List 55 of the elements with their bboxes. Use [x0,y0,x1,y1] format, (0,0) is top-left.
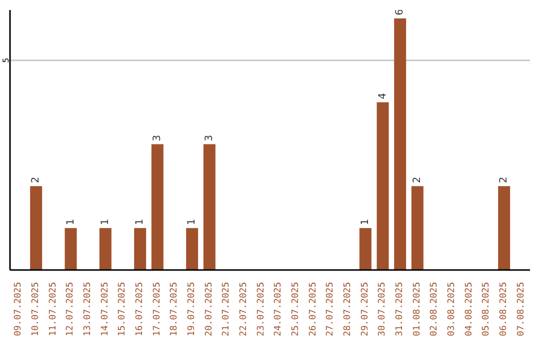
x-tick-label: 28.07.2025 [343,282,353,336]
x-tick-label: 10.07.2025 [31,282,41,336]
data-label: 1 [65,218,76,226]
x-tick-label: 23.07.2025 [256,282,266,336]
data-label: 4 [377,92,388,100]
data-label: 3 [204,134,215,142]
x-tick-label: 29.07.2025 [360,282,370,336]
x-tick-label: 30.07.2025 [378,282,388,336]
data-label: 1 [134,218,146,226]
data-label: 2 [30,176,42,184]
data-label: 2 [498,176,510,184]
x-tick-label: 07.08.2025 [516,282,526,336]
data-label: 3 [152,134,163,142]
bar [64,228,77,270]
x-tick-label: 13.07.2025 [83,282,93,336]
data-label: 1 [360,218,371,226]
x-tick-label: 18.07.2025 [170,282,180,336]
x-tick-label: 15.07.2025 [118,282,128,336]
x-tick-label: 06.08.2025 [499,282,509,336]
x-tick-label: 14.07.2025 [100,282,110,336]
x-tick-label: 20.07.2025 [204,282,214,336]
x-tick-label: 11.07.2025 [48,282,58,336]
x-tick-label: 09.07.2025 [14,282,24,336]
bar [359,228,372,270]
x-tick-label: 17.07.2025 [152,282,162,336]
bar [99,228,112,270]
bar [151,144,164,270]
data-label: 1 [100,218,111,226]
y-tick-label: 5 [2,58,10,63]
x-tick-label: 02.08.2025 [430,282,440,336]
x-tick-label: 24.07.2025 [274,282,284,336]
x-tick-label: 12.07.2025 [66,282,76,336]
x-tick-label: 22.07.2025 [239,282,249,336]
data-label: 1 [186,218,198,226]
x-tick-label: 05.08.2025 [482,282,492,336]
bar [134,228,146,270]
bar [203,144,216,270]
bar [498,186,510,270]
bar [411,186,424,270]
bar [376,102,389,270]
x-tick-label: 31.07.2025 [395,282,405,336]
x-tick-label: 01.08.2025 [412,282,422,336]
bar [30,186,42,270]
data-label: 6 [394,9,406,16]
x-tick-label: 26.07.2025 [308,282,318,336]
x-tick-label: 21.07.2025 [222,282,232,336]
x-tick-label: 19.07.2025 [187,282,197,336]
bar [394,18,406,270]
data-label: 2 [412,176,423,184]
x-tick-label: 27.07.2025 [326,282,336,336]
x-tick-label: 25.07.2025 [291,282,301,336]
x-tick-label: 16.07.2025 [135,282,145,336]
bar [186,228,198,270]
x-tick-label: 03.08.2025 [447,282,457,336]
x-tick-label: 04.08.2025 [464,282,474,336]
